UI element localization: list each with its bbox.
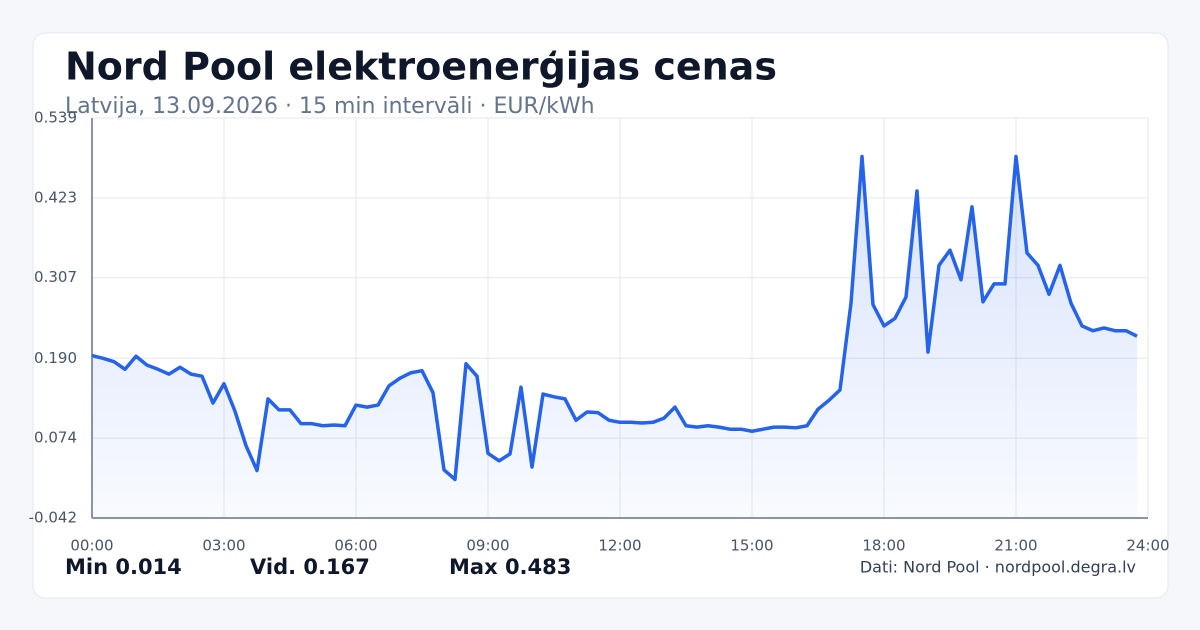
x-tick-label: 09:00	[466, 537, 509, 555]
stat-label: Min	[65, 555, 108, 579]
x-tick-label: 15:00	[730, 537, 773, 555]
stat-label: Vid.	[250, 555, 296, 579]
y-tick-label: 0.190	[34, 349, 77, 367]
x-tick-label: 00:00	[70, 537, 113, 555]
area	[92, 156, 1137, 519]
stat-value: 0.014	[115, 555, 181, 579]
source: Dati: Nord Pool · nordpool.degra.lv	[860, 558, 1136, 577]
stat: Min 0.014	[65, 555, 182, 579]
x-tick-label: 18:00	[862, 537, 905, 555]
x-tick-label: 12:00	[598, 537, 641, 555]
y-tick-label: 0.307	[34, 268, 77, 286]
y-tick-label: -0.042	[29, 509, 77, 527]
x-tick-label: 03:00	[202, 537, 245, 555]
y-tick-label: 0.539	[34, 109, 77, 127]
y-tick-label: 0.423	[34, 188, 77, 206]
stat-value: 0.483	[505, 555, 571, 579]
stat: Vid. 0.167	[250, 555, 370, 579]
y-tick-label: 0.074	[34, 429, 77, 447]
stat-label: Max	[449, 555, 498, 579]
chart-subtitle: Latvija, 13.09.2026 · 15 min intervāli ·…	[65, 94, 595, 119]
chart-title: Nord Pool elektroenerģijas cenas	[65, 45, 777, 89]
stat-value: 0.167	[303, 555, 369, 579]
line	[91, 154, 1138, 482]
stat: Max 0.483	[449, 555, 571, 579]
x-tick-label: 06:00	[334, 537, 377, 555]
x-tick-label: 21:00	[994, 537, 1037, 555]
x-tick-label: 24:00	[1126, 537, 1169, 555]
